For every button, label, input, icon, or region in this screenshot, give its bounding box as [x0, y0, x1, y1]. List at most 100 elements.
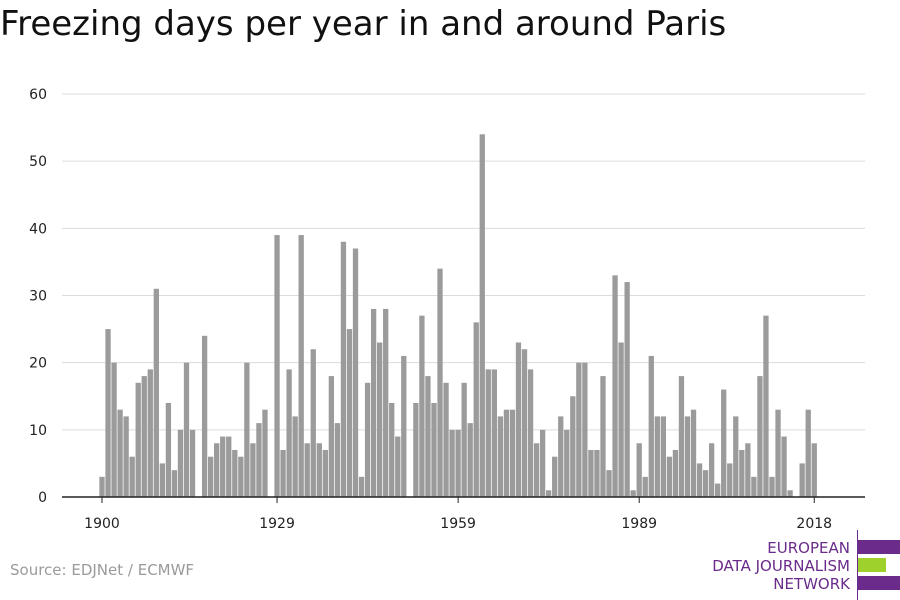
bar	[370, 308, 377, 497]
bar	[99, 476, 105, 497]
bar	[105, 329, 111, 497]
bar	[443, 382, 449, 497]
y-tick-label: 60	[29, 87, 47, 103]
bar	[690, 409, 697, 497]
bar	[485, 369, 491, 497]
bar	[449, 429, 455, 497]
y-tick-label: 0	[38, 490, 47, 506]
x-tick-label: 1989	[621, 516, 657, 532]
bar	[395, 436, 401, 497]
bar	[473, 322, 479, 497]
bar	[377, 342, 383, 497]
logo-line-1: EUROPEAN	[767, 539, 850, 557]
logo-bar-green	[858, 558, 886, 572]
bar	[552, 456, 558, 497]
bar	[672, 449, 679, 497]
bar	[576, 362, 582, 497]
bar	[582, 362, 588, 497]
bar	[467, 423, 473, 497]
bar	[491, 369, 497, 497]
logo-divider	[857, 530, 858, 600]
gridlines	[62, 93, 865, 431]
bar	[678, 376, 685, 497]
bar	[733, 416, 739, 497]
bar	[636, 443, 642, 497]
bar	[238, 456, 244, 497]
bar	[364, 382, 371, 497]
logo-bar-purple-bottom	[858, 576, 900, 590]
bar	[117, 409, 123, 497]
bar	[334, 423, 341, 497]
bar	[274, 235, 280, 498]
bar	[570, 396, 576, 497]
bar	[503, 409, 510, 497]
bar	[141, 376, 147, 497]
x-tick-label: 1929	[259, 516, 295, 532]
bar	[775, 409, 781, 497]
bar	[624, 282, 630, 497]
bar	[558, 416, 564, 497]
bar	[226, 436, 232, 497]
bar	[129, 456, 135, 497]
bar	[165, 402, 172, 497]
bar	[207, 456, 214, 497]
x-tick-label: 2018	[796, 516, 832, 532]
bar	[684, 416, 691, 497]
bar	[600, 376, 606, 497]
bar	[479, 134, 485, 498]
bar	[745, 443, 751, 497]
bar	[763, 315, 769, 497]
bar	[715, 483, 721, 497]
bar	[527, 369, 534, 497]
bar	[389, 402, 395, 497]
chart-title: Freezing days per year in and around Par…	[0, 4, 727, 44]
bar	[383, 308, 389, 497]
bar	[298, 235, 304, 498]
bar	[111, 362, 117, 497]
bar	[787, 490, 793, 497]
bar	[232, 449, 238, 497]
bar	[612, 275, 618, 497]
bar	[588, 449, 594, 497]
bar	[189, 429, 196, 497]
bar	[183, 362, 190, 497]
y-tick-label: 40	[29, 221, 47, 237]
bar	[654, 416, 660, 497]
bar	[811, 443, 817, 497]
bar	[201, 335, 208, 497]
logo-line-3: NETWORK	[773, 575, 850, 593]
bar	[630, 490, 636, 497]
bar	[310, 349, 316, 497]
source-note: Source: EDJNet / ECMWF	[10, 561, 195, 579]
bar	[455, 429, 461, 497]
bar	[757, 376, 763, 497]
bar	[358, 476, 365, 497]
axes: 0 10 20 30 40 50 60 1900 1929 1959 1989 2018	[29, 87, 865, 532]
bar	[256, 423, 262, 497]
bar	[340, 241, 347, 497]
bar	[515, 342, 522, 497]
bar	[425, 376, 431, 497]
bar	[437, 268, 443, 497]
bar	[159, 463, 166, 497]
bar	[521, 349, 528, 497]
bar	[431, 402, 437, 497]
bar	[666, 456, 673, 497]
bar	[497, 416, 504, 497]
bar	[352, 248, 359, 497]
y-tick-label: 30	[29, 289, 47, 305]
logo-bar-purple-top	[858, 540, 900, 554]
bars	[99, 134, 817, 498]
bar	[539, 429, 546, 497]
bar	[304, 443, 310, 497]
edjnet-logo: EUROPEAN DATA JOURNALISM NETWORK	[700, 530, 900, 600]
x-tick-label: 1959	[440, 516, 476, 532]
bar	[799, 463, 805, 497]
bar	[781, 436, 787, 497]
bar	[594, 449, 600, 497]
bar	[328, 376, 335, 497]
x-tick-label: 1900	[84, 516, 120, 532]
bar	[346, 329, 353, 497]
bar	[702, 470, 709, 497]
